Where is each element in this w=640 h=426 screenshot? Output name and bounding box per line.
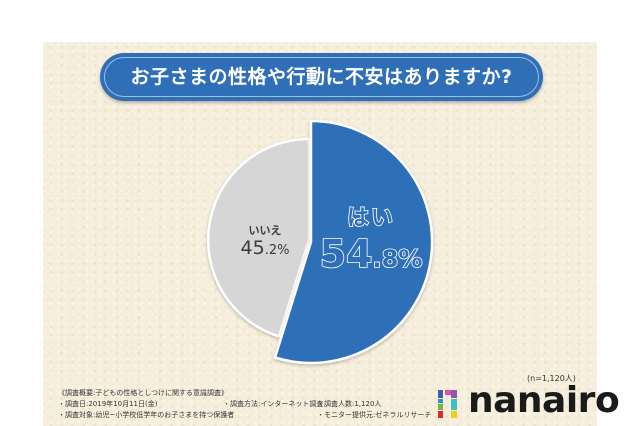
nanairo-logo-icon <box>438 390 457 418</box>
label-no-category: いいえ <box>248 224 282 237</box>
pie-slice-no <box>206 137 311 338</box>
pie-slice-yes <box>273 119 434 365</box>
footnote-count: ・調査人数:1,120人 <box>317 400 382 408</box>
label-yes-value: 54.8% <box>319 231 423 277</box>
sample-size: (n=1,120人) <box>527 374 576 383</box>
survey-footnote: 《調査概要:子どもの性格としつけに関する意識調査》 ・調査日:2019年10月1… <box>58 388 431 421</box>
chart-title: お子さまの性格や行動に不安はありますか? <box>130 66 513 88</box>
nanairo-logo-text: nanairo <box>468 380 620 421</box>
footnote-target: ・調査対象:幼児~小学校低学年のお子さまを持つ保護者 <box>58 411 235 419</box>
slice-label-no: いいえ 45.2% <box>232 224 298 262</box>
label-yes-category: はい <box>346 205 395 232</box>
title-banner: お子さまの性格や行動に不安はありますか? <box>100 53 543 101</box>
footnote-heading: 《調査概要:子どもの性格としつけに関する意識調査》 <box>58 389 228 397</box>
label-no-value: 45.2% <box>240 237 290 259</box>
slice-label-yes: はい 54.8% <box>318 205 424 281</box>
footnote-date: ・調査日:2019年10月11日(金) <box>58 400 158 408</box>
footnote-method: ・調査方法:インターネット調査 <box>223 400 324 408</box>
footnote-provider: ・モニター提供元:ゼネラルリサーチ <box>317 411 432 419</box>
